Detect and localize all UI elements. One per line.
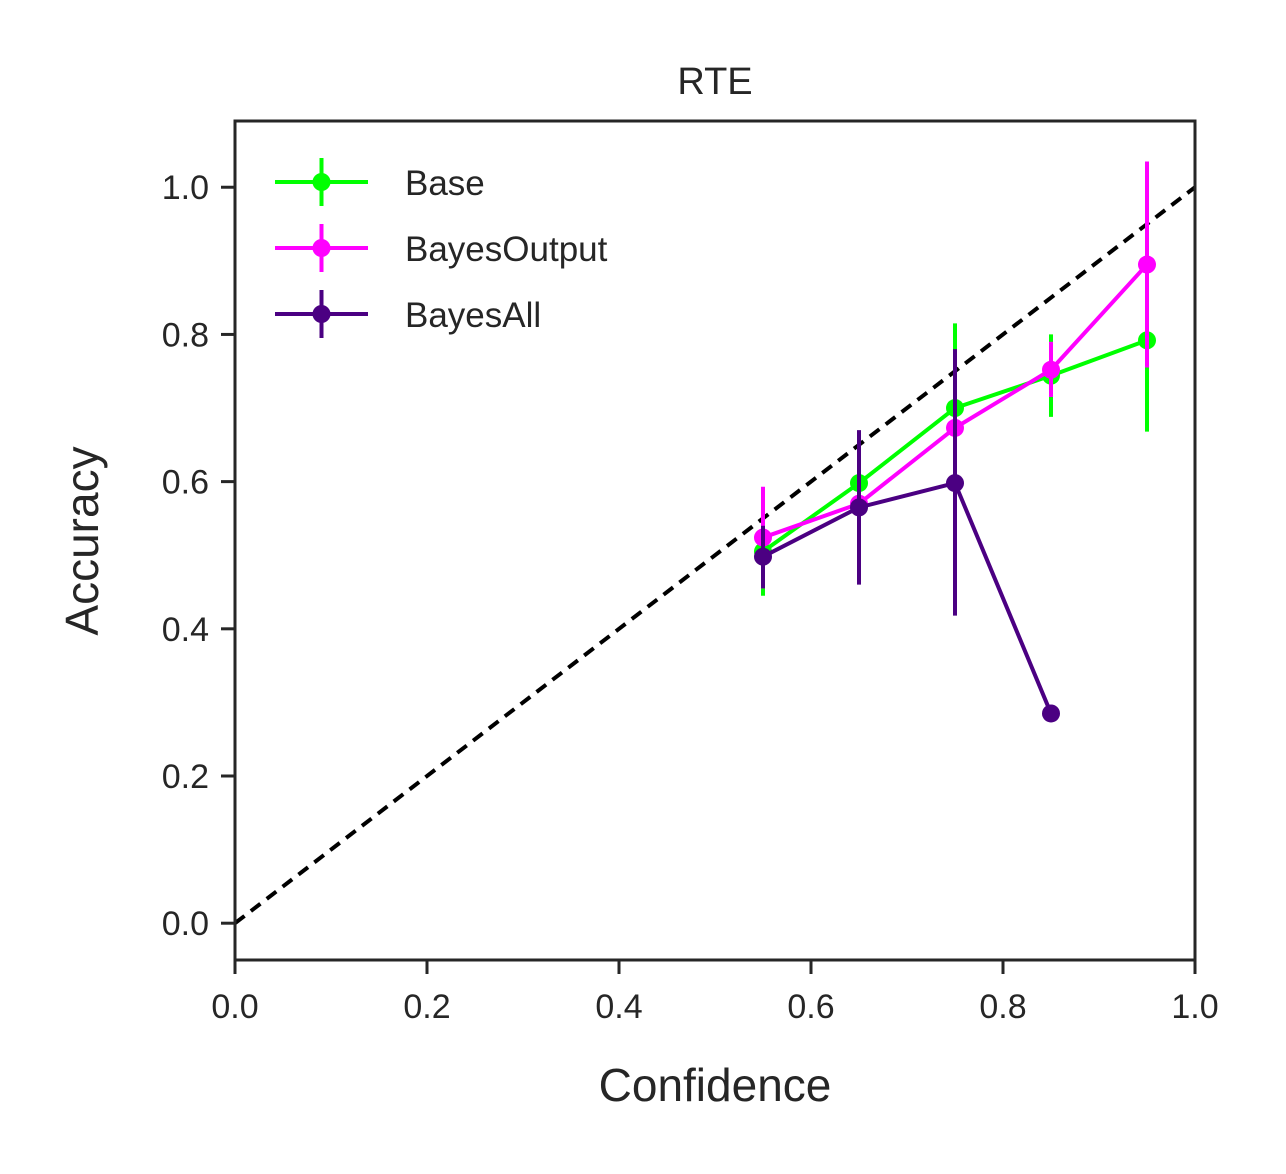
legend-item-bayesall: BayesAll [275, 290, 541, 338]
legend-item-bayesoutput: BayesOutput [275, 224, 608, 272]
x-tick-label: 1.0 [1171, 988, 1218, 1026]
legend-marker-bayesall [312, 305, 331, 323]
chart-title: RTE [677, 61, 752, 103]
x-tick-label: 0.4 [595, 988, 642, 1026]
reference-diagonal-line [235, 185, 1195, 925]
legend-item-base: Base [275, 158, 485, 206]
plot-data [235, 161, 1195, 925]
y-tick-label: 0.6 [162, 464, 209, 502]
x-axis-title: Confidence [599, 1059, 832, 1111]
plot-area: 0.0 0.2 0.4 0.6 0.8 1.0 0.0 0.2 0.4 0.6 0.8 1.0 [162, 119, 1219, 1026]
y-tick-label: 1.0 [162, 169, 209, 207]
y-tick-label: 0.4 [162, 611, 209, 649]
data-point-bayesall [754, 547, 772, 566]
x-tick-label: 0.0 [211, 988, 258, 1026]
data-point-bayesoutput [1138, 255, 1156, 274]
legend-marker-bayesoutput [312, 239, 331, 257]
y-tick-label: 0.2 [162, 758, 209, 796]
x-tick-label: 0.6 [787, 988, 834, 1026]
series-bayesall [754, 349, 1060, 723]
data-point-bayesoutput [1042, 360, 1060, 379]
y-tick-label: 0.0 [162, 905, 209, 943]
legend-label-base: Base [405, 164, 485, 203]
data-point-bayesall [850, 498, 868, 517]
y-tick-label: 0.8 [162, 316, 209, 354]
x-tick-label: 0.8 [979, 988, 1026, 1026]
data-point-bayesall [1042, 704, 1060, 723]
legend-label-bayesall: BayesAll [405, 296, 541, 335]
series-line-bayesall [762, 481, 1053, 715]
x-tick-label: 0.2 [403, 988, 450, 1026]
legend-marker-base [312, 173, 331, 191]
legend: Base BayesOutput BayesAll [275, 158, 608, 338]
data-point-bayesall [946, 474, 964, 493]
y-axis-title: Accuracy [56, 446, 108, 635]
legend-label-bayesoutput: BayesOutput [405, 230, 608, 269]
axes-frame [233, 119, 1197, 962]
